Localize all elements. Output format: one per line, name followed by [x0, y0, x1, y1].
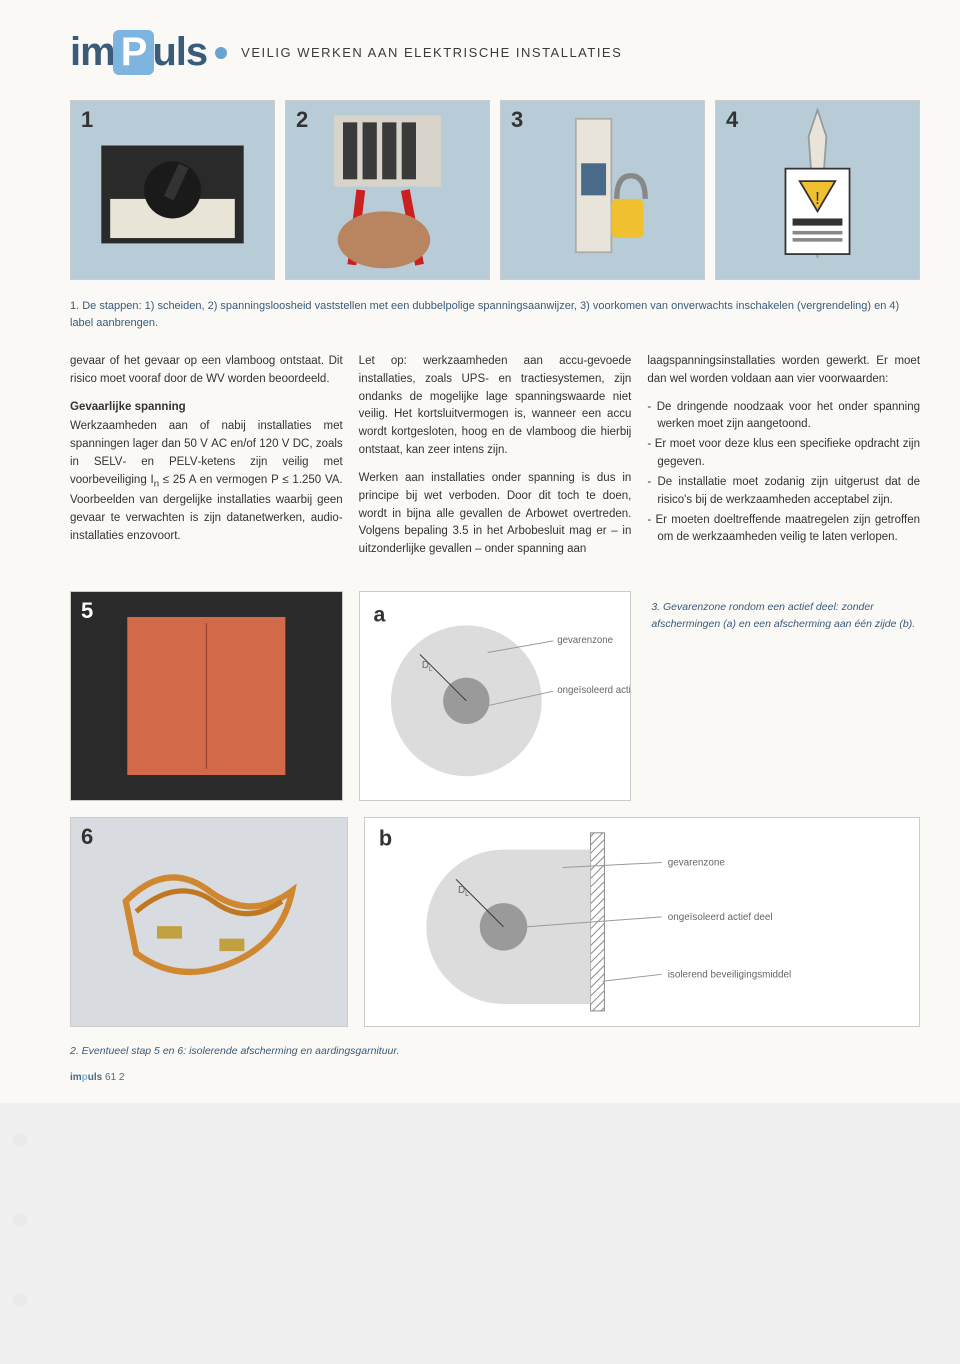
page-header: imPuls VEILIG WERKEN AAN ELEKTRISCHE INS… — [70, 30, 920, 75]
figure-1: 1 — [70, 100, 275, 280]
diagram-b: b DL gevarenzone ongeïsoleerd actief dee… — [364, 817, 920, 1027]
figure-3: 3 — [500, 100, 705, 280]
sc-selv: SELV — [94, 456, 123, 468]
column-2: Let op: werkzaamheden aan accu-gevoede i… — [359, 353, 632, 569]
col2-p1: Let op: werkzaamheden aan accu-gevoede i… — [359, 353, 632, 460]
figure-6-image — [71, 818, 347, 1026]
diag-a-t2: ongeïsoleerd actief deel — [557, 685, 630, 696]
col3-p1: laagspanningsinstallaties worden gewerkt… — [647, 353, 920, 389]
page-num-text: 61 2 — [102, 1072, 124, 1083]
figure-6-label: 6 — [81, 824, 93, 850]
col1-heading: Gevaarlijke spanning — [70, 399, 343, 417]
sc-dc: DC — [293, 438, 310, 450]
bottom-figure-row: 6 b DL gevarenzone ongeïsoleerd actie — [70, 817, 920, 1027]
page-container: imPuls VEILIG WERKEN AAN ELEKTRISCHE INS… — [0, 0, 960, 1103]
logo-text-pre: im — [70, 30, 115, 74]
page-number: impuls 61 2 — [70, 1072, 920, 1083]
col3-list: - De dringende noodzaak voor het onder s… — [647, 399, 920, 548]
diagram-b-svg: b DL gevarenzone ongeïsoleerd actief dee… — [365, 818, 919, 1026]
diag-b-t3: isolerend beveiligingsmiddel — [668, 969, 792, 980]
column-3: laagspanningsinstallaties worden gewerkt… — [647, 353, 920, 569]
mid-figure-row: 5 a DL gevarenzone ongeïsoleerd actief d… — [70, 591, 920, 801]
col3-item-1: - De dringende noodzaak voor het onder s… — [647, 399, 920, 435]
caption-2: 2. Eventueel stap 5 en 6: isolerende afs… — [70, 1043, 920, 1060]
logo-text-post: uls — [152, 30, 207, 74]
footer-logo: impuls — [70, 1072, 102, 1083]
body-columns: gevaar of het gevaar op een vlamboog ont… — [70, 353, 920, 569]
diagram-a: a DL gevarenzone ongeïsoleerd actief dee… — [359, 591, 632, 801]
figure-5-label: 5 — [81, 598, 93, 624]
sc-ac: AC — [211, 438, 227, 450]
page-subtitle: VEILIG WERKEN AAN ELEKTRISCHE INSTALLATI… — [241, 45, 622, 60]
diag-a-t1: gevarenzone — [557, 635, 613, 646]
col2-p2: Werken aan installaties onder spanning i… — [359, 470, 632, 559]
figure-2-label: 2 — [296, 107, 308, 133]
diagram-a-svg: a DL gevarenzone ongeïsoleerd actief dee… — [360, 592, 631, 800]
figure-1-label: 1 — [81, 107, 93, 133]
top-figure-row: 1 2 3 4 ! — [70, 100, 920, 280]
sc-pelv: PELV — [169, 456, 198, 468]
figure-3-image — [501, 101, 704, 279]
logo-p-box: P — [113, 30, 155, 75]
figure-5-image — [71, 592, 342, 800]
side-caption-3: 3. Gevarenzone rondom een actief deel: z… — [647, 591, 920, 801]
figure-5: 5 — [70, 591, 343, 801]
figure-2-image — [286, 101, 489, 279]
diag-b-t1: gevarenzone — [668, 857, 726, 868]
col1-p2d: - en — [122, 456, 169, 468]
column-1: gevaar of het gevaar op een vlamboog ont… — [70, 353, 343, 569]
col3-item-2: - Er moet voor deze klus een specifieke … — [647, 436, 920, 472]
diag-b-t2: ongeïsoleerd actief deel — [668, 912, 773, 923]
logo: imPuls — [70, 30, 207, 75]
figure-4: 4 ! — [715, 100, 920, 280]
col1-p2b: en/of 120 V — [227, 438, 293, 450]
col1-p2: Gevaarlijke spanning Werkzaamheden aan o… — [70, 399, 343, 546]
diagram-a-label: a — [373, 603, 385, 627]
col3-item-4: - Er moeten doeltreffende maatregelen zi… — [647, 512, 920, 548]
col3-item-3: - De installatie moet zodanig zijn uitge… — [647, 474, 920, 510]
figure-2: 2 — [285, 100, 490, 280]
figure-6: 6 — [70, 817, 348, 1027]
col1-p1: gevaar of het gevaar op een vlamboog ont… — [70, 353, 343, 389]
figure-4-image: ! — [716, 101, 919, 279]
figure-1-image — [71, 101, 274, 279]
caption-1: 1. De stappen: 1) scheiden, 2) spannings… — [70, 298, 920, 331]
logo-dot-icon — [215, 47, 227, 59]
figure-4-label: 4 — [726, 107, 738, 133]
figure-3-label: 3 — [511, 107, 523, 133]
svg-text:!: ! — [815, 188, 820, 208]
diagram-b-label: b — [379, 826, 392, 851]
